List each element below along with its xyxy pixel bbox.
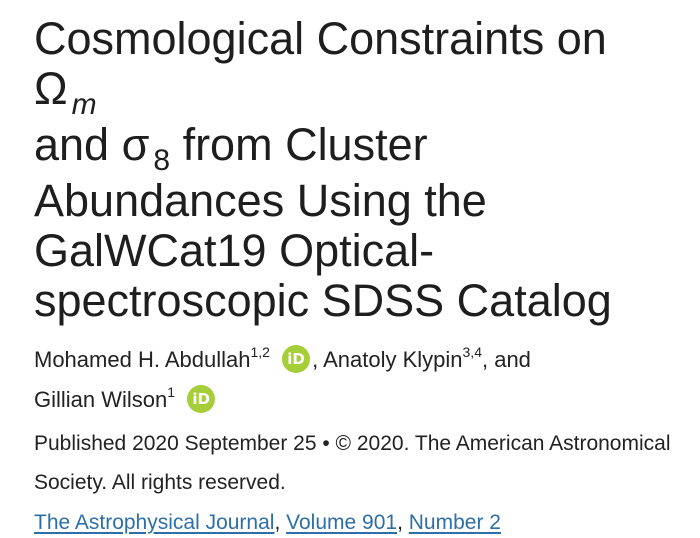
title-text-1: Cosmological Constraints on Ω [34, 13, 607, 114]
author-list: Mohamed H. Abdullah1,2 iD, Anatoly Klypi… [34, 340, 680, 420]
title-text-3: from Cluster Abundances Using the GalWCa… [34, 119, 612, 326]
author-name[interactable]: Gillian Wilson [34, 387, 168, 412]
issue-number-link[interactable]: Number 2 [408, 511, 501, 534]
link-separator: , [397, 511, 403, 534]
author-name[interactable]: Mohamed H. Abdullah [34, 347, 251, 372]
journal-link[interactable]: The Astrophysical Journal [34, 511, 275, 534]
author-affiliation[interactable]: 1 [167, 383, 176, 400]
title-subscript-m: m [71, 88, 97, 121]
title-text-2: and σ [34, 119, 150, 170]
author-separator: , and [481, 347, 531, 372]
link-separator: , [274, 511, 281, 534]
author-affiliation[interactable]: 1,2 [250, 343, 270, 360]
author-affiliation[interactable]: 3,4 [462, 343, 482, 360]
volume-link[interactable]: Volume 901 [286, 511, 398, 534]
author-name[interactable]: Anatoly Klypin [323, 347, 463, 372]
title-subscript-8: 8 [153, 144, 171, 177]
author-separator: , [312, 347, 319, 372]
orcid-icon[interactable]: iD [187, 385, 216, 414]
publication-info: Published 2020 September 25 • © 2020. Th… [34, 432, 671, 494]
orcid-icon[interactable]: iD [282, 345, 311, 374]
journal-links: The Astrophysical Journal, Volume 901, N… [34, 508, 680, 538]
